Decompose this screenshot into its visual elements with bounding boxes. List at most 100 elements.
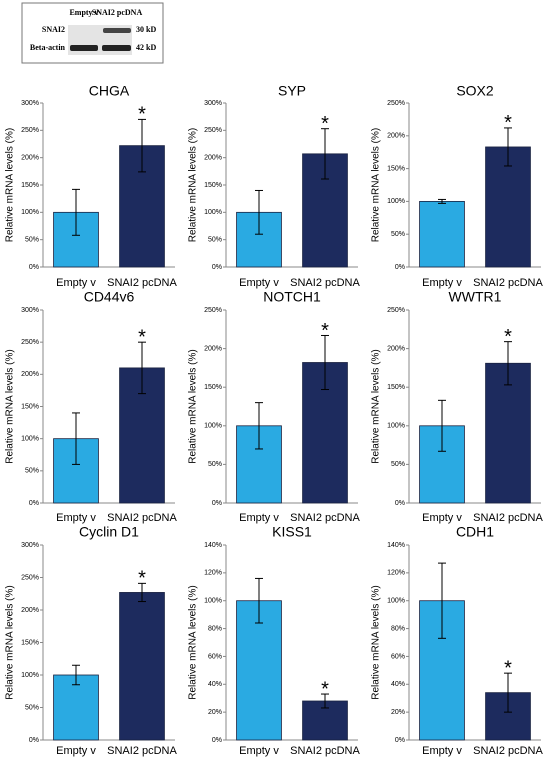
y-tick-label: 300% bbox=[21, 542, 39, 549]
y-tick-label: 250% bbox=[21, 574, 39, 581]
blot-inset: Empty v SNAI2 pcDNA SNAI2 Beta-actin 30 … bbox=[21, 2, 164, 64]
protein-label: Beta-actin bbox=[30, 43, 66, 52]
y-axis-label: Relative mRNA levels (%) bbox=[5, 349, 16, 463]
y-axis-label: Relative mRNA levels (%) bbox=[5, 585, 16, 699]
bar bbox=[53, 674, 99, 741]
y-tick-label: 100% bbox=[21, 436, 39, 443]
significance: * bbox=[138, 326, 146, 348]
y-axis-label: Relative mRNA levels (%) bbox=[188, 128, 199, 242]
x-tick-label: SNAI2 pcDNA bbox=[290, 745, 360, 757]
x-tick-label: SNAI2 pcDNA bbox=[107, 277, 177, 289]
y-axis-label: Relative mRNA levels (%) bbox=[371, 585, 382, 699]
bar bbox=[419, 200, 465, 268]
y-tick-label: 20% bbox=[208, 709, 222, 716]
x-tick-label: Empty v bbox=[56, 745, 96, 757]
x-tick-label: Empty v bbox=[56, 277, 96, 289]
y-tick-label: 60% bbox=[208, 653, 222, 660]
x-tick-label: SNAI2 pcDNA bbox=[107, 512, 177, 524]
y-tick-label: 100% bbox=[204, 423, 222, 430]
significance: * bbox=[504, 326, 512, 348]
y-tick-label: 50% bbox=[25, 468, 39, 475]
chart-title: CD44v6 bbox=[84, 289, 135, 305]
y-tick-label: 0% bbox=[29, 264, 39, 271]
x-tick-label: SNAI2 pcDNA bbox=[290, 512, 360, 524]
y-tick-label: 0% bbox=[29, 737, 39, 744]
band bbox=[102, 45, 131, 51]
y-tick-label: 40% bbox=[391, 681, 405, 688]
y-tick-label: 250% bbox=[387, 100, 405, 107]
y-tick-label: 100% bbox=[387, 423, 405, 430]
x-tick-label: Empty v bbox=[422, 512, 462, 524]
x-tick-label: Empty v bbox=[422, 745, 462, 757]
y-tick-label: 0% bbox=[395, 737, 405, 744]
chart-title: SOX2 bbox=[456, 83, 494, 99]
bar bbox=[485, 146, 531, 268]
y-tick-label: 200% bbox=[204, 345, 222, 352]
significance: * bbox=[321, 113, 329, 135]
chart-title: CDH1 bbox=[456, 524, 494, 540]
y-tick-label: 140% bbox=[204, 542, 222, 549]
y-tick-label: 0% bbox=[395, 500, 405, 507]
y-tick-label: 150% bbox=[21, 182, 39, 189]
y-tick-label: 100% bbox=[204, 598, 222, 605]
y-tick-label: 300% bbox=[204, 100, 222, 107]
y-tick-label: 150% bbox=[204, 384, 222, 391]
x-tick-label: Empty v bbox=[422, 277, 462, 289]
x-tick-label: Empty v bbox=[239, 745, 279, 757]
size-label: 30 kD bbox=[136, 25, 156, 34]
y-tick-label: 200% bbox=[204, 155, 222, 162]
y-tick-label: 150% bbox=[21, 403, 39, 410]
significance: * bbox=[321, 678, 329, 700]
y-axis-label: Relative mRNA levels (%) bbox=[371, 349, 382, 463]
bar bbox=[119, 592, 165, 741]
y-tick-label: 300% bbox=[21, 100, 39, 107]
y-tick-label: 120% bbox=[204, 570, 222, 577]
y-tick-label: 0% bbox=[212, 264, 222, 271]
y-tick-label: 40% bbox=[208, 681, 222, 688]
chart-title: CHGA bbox=[89, 83, 130, 99]
y-tick-label: 300% bbox=[21, 307, 39, 314]
y-tick-label: 250% bbox=[204, 127, 222, 134]
chart-title: WWTR1 bbox=[449, 289, 502, 305]
x-tick-label: SNAI2 pcDNA bbox=[473, 277, 543, 289]
y-tick-label: 0% bbox=[29, 500, 39, 507]
y-tick-label: 150% bbox=[204, 182, 222, 189]
y-axis-label: Relative mRNA levels (%) bbox=[371, 128, 382, 242]
x-tick-label: SNAI2 pcDNA bbox=[107, 745, 177, 757]
chart-title: KISS1 bbox=[272, 524, 312, 540]
y-tick-label: 100% bbox=[21, 209, 39, 216]
y-tick-label: 100% bbox=[21, 672, 39, 679]
x-tick-label: Empty v bbox=[239, 277, 279, 289]
y-tick-label: 60% bbox=[391, 653, 405, 660]
y-tick-label: 50% bbox=[208, 237, 222, 244]
x-tick-label: SNAI2 pcDNA bbox=[290, 277, 360, 289]
x-tick-label: Empty v bbox=[56, 512, 96, 524]
x-tick-label: SNAI2 pcDNA bbox=[473, 745, 543, 757]
significance: * bbox=[504, 657, 512, 679]
x-tick-label: SNAI2 pcDNA bbox=[473, 512, 543, 524]
y-tick-label: 250% bbox=[387, 307, 405, 314]
y-tick-label: 250% bbox=[21, 127, 39, 134]
y-tick-label: 250% bbox=[204, 307, 222, 314]
y-tick-label: 140% bbox=[387, 542, 405, 549]
y-axis-label: Relative mRNA levels (%) bbox=[188, 585, 199, 699]
x-tick-label: Empty v bbox=[239, 512, 279, 524]
lane-label: Empty v bbox=[69, 8, 98, 17]
y-tick-label: 50% bbox=[25, 704, 39, 711]
significance: * bbox=[321, 320, 329, 342]
y-tick-label: 150% bbox=[21, 639, 39, 646]
y-tick-label: 0% bbox=[212, 500, 222, 507]
band bbox=[70, 45, 98, 51]
significance: * bbox=[138, 568, 146, 590]
chart-title: SYP bbox=[278, 83, 306, 99]
protein-label: SNAI2 bbox=[42, 25, 65, 34]
y-tick-label: 150% bbox=[387, 165, 405, 172]
y-tick-label: 250% bbox=[21, 339, 39, 346]
y-tick-label: 100% bbox=[387, 598, 405, 605]
lane-label: SNAI2 pcDNA bbox=[92, 8, 143, 17]
y-axis-label: Relative mRNA levels (%) bbox=[188, 349, 199, 463]
y-tick-label: 20% bbox=[391, 709, 405, 716]
y-tick-label: 150% bbox=[387, 384, 405, 391]
significance: * bbox=[138, 104, 146, 126]
